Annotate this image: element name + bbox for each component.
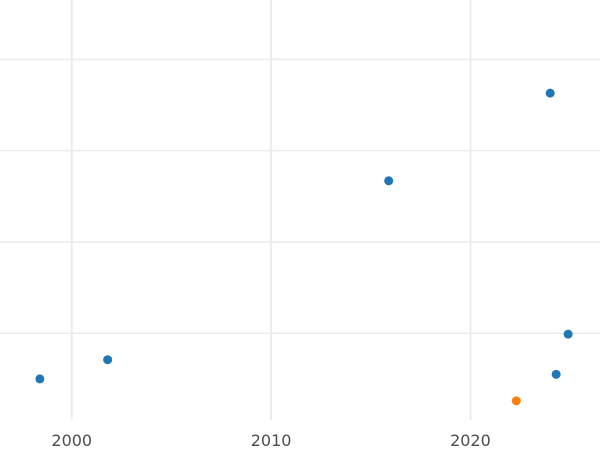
- data-point-s1-3: [384, 176, 394, 186]
- x-tick-label: 2020: [450, 431, 491, 450]
- x-tick-label: 2010: [251, 431, 292, 450]
- data-point-s1-2: [103, 355, 113, 365]
- data-point-s2-1: [511, 396, 521, 406]
- data-points: [35, 88, 573, 406]
- x-axis-ticks: 2000 2010 2020: [51, 431, 490, 450]
- data-point-s1-5: [551, 369, 561, 379]
- data-point-s1-4: [545, 88, 555, 98]
- x-tick-label: 2000: [51, 431, 92, 450]
- data-point-s1-1: [35, 374, 45, 384]
- grid: [0, 0, 600, 420]
- data-point-s1-6: [563, 329, 573, 339]
